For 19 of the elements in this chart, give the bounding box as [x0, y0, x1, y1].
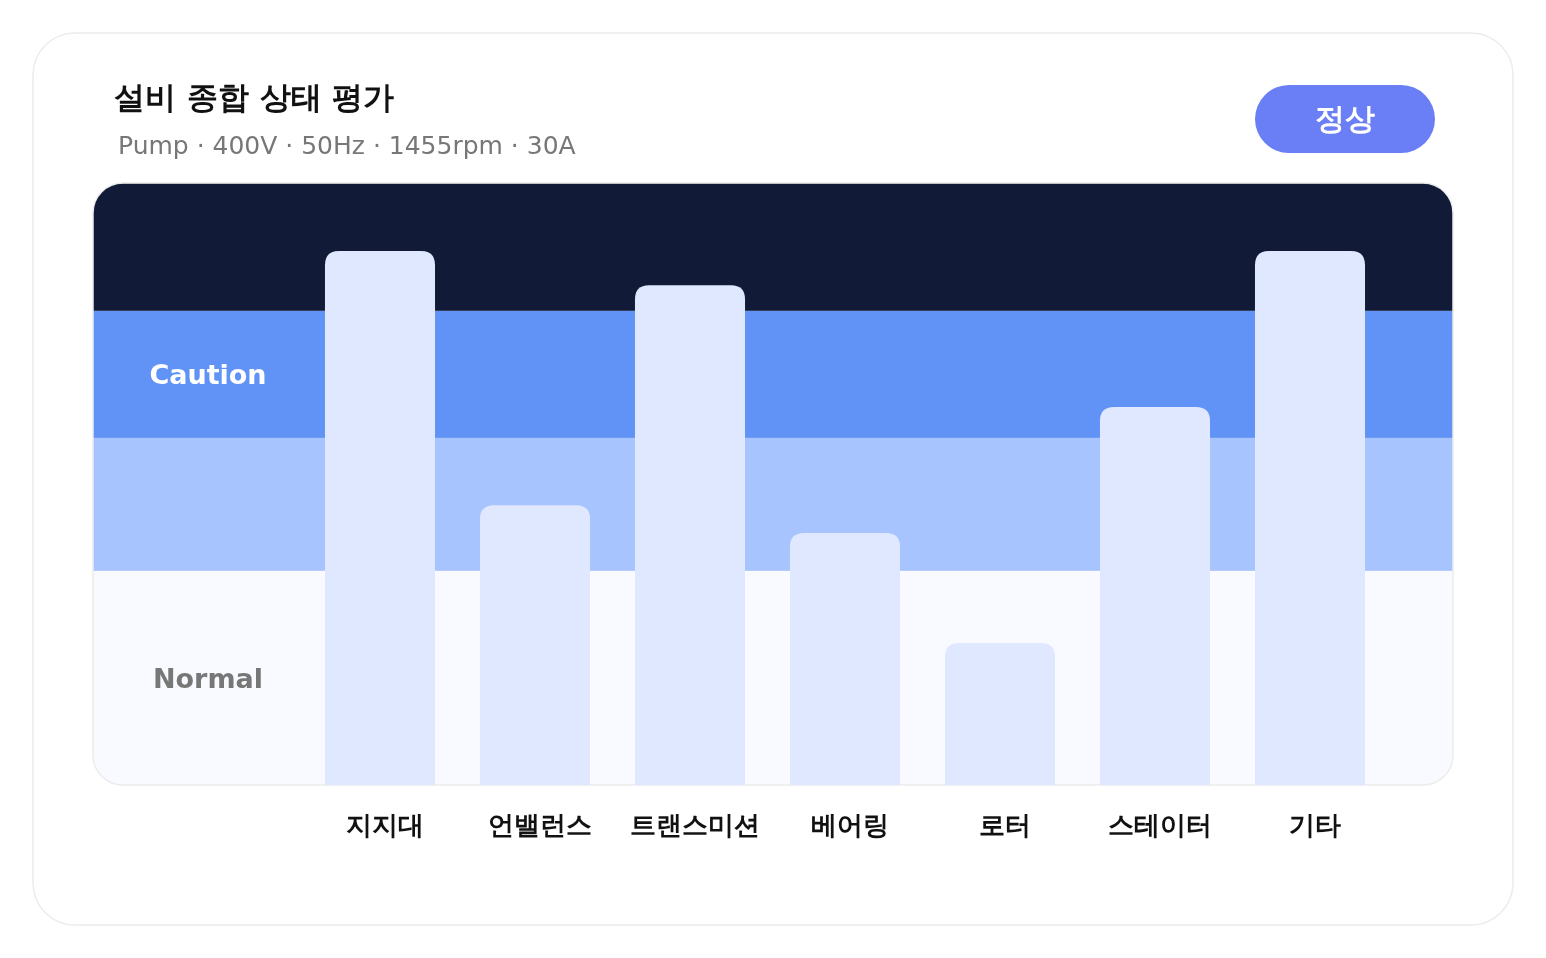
x-tick-label: 트랜스미션	[630, 810, 760, 840]
chart-title: 설비 종합 상태 평가	[114, 79, 395, 115]
bar	[479, 505, 591, 785]
bar	[1099, 406, 1211, 785]
x-tick-label: 로터	[979, 810, 1031, 840]
text: 정상	[1315, 101, 1375, 136]
x-tick-label: 언밸런스	[488, 810, 592, 840]
x-tick-label: 스테이터	[1108, 810, 1212, 840]
x-tick-label: 베어링	[811, 810, 889, 840]
chart-subtitle: Pump · 400V · 50Hz · 1455rpm · 30A	[118, 131, 576, 160]
x-tick-label: 기타	[1289, 810, 1341, 840]
bar	[944, 642, 1056, 785]
band-label: Caution	[149, 359, 267, 391]
bar	[324, 251, 436, 785]
x-tick-label: 지지대	[346, 810, 424, 840]
bar	[789, 532, 901, 785]
bar	[634, 285, 746, 785]
band-label: Normal	[152, 662, 264, 694]
bar	[1254, 251, 1366, 785]
